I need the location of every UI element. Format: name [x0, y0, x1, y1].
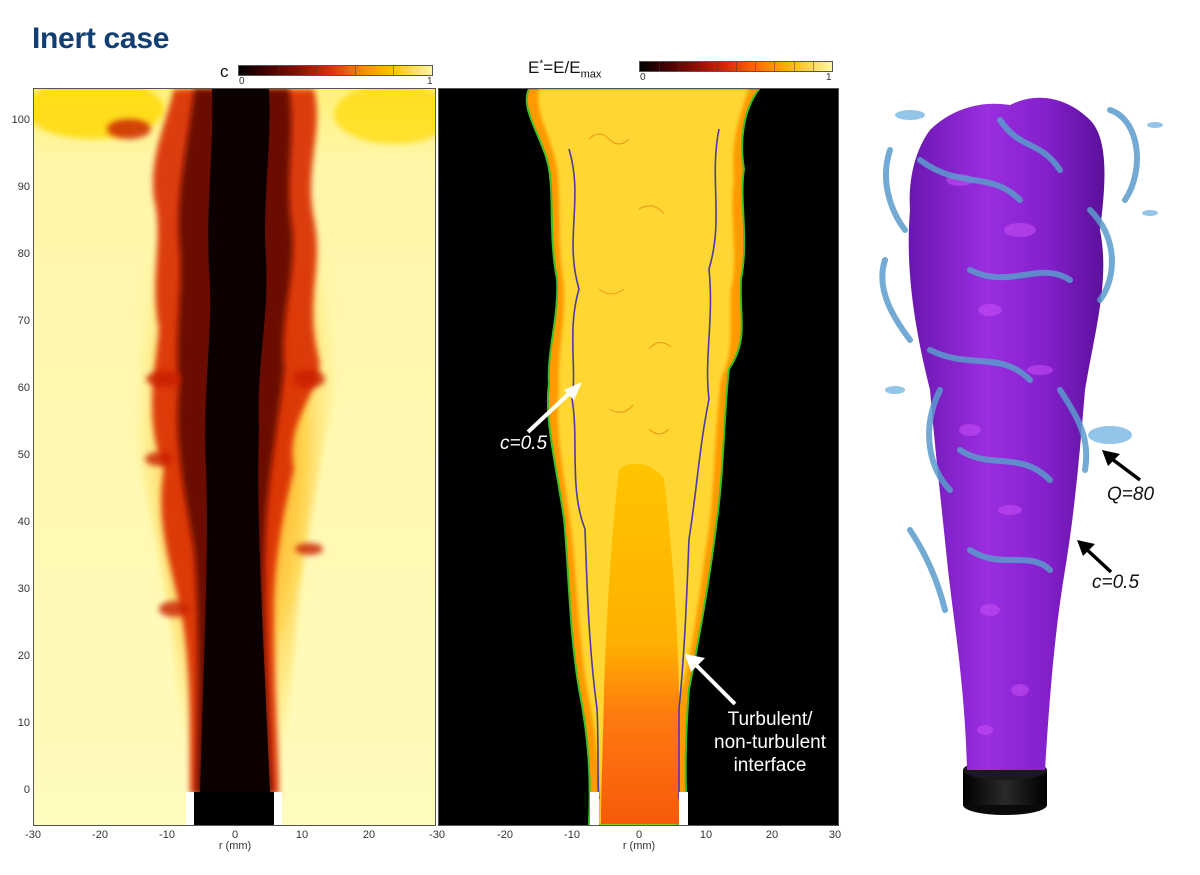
arrow-tnti: [685, 654, 737, 706]
ytick-label: 90: [17, 181, 30, 193]
ytick-label: 30: [17, 583, 30, 595]
xtick-label: 0: [231, 829, 239, 841]
ytick-label: 20: [17, 650, 30, 662]
colorbar-label-energy: E*=E/Emax: [528, 58, 602, 81]
xtick-label: -30: [25, 829, 41, 841]
colorbar-energy-max: 1: [826, 72, 832, 83]
xtick-label: 10: [699, 829, 713, 841]
arrow-q-iso: [1102, 450, 1142, 482]
x-axis-label-middle: r (mm): [622, 840, 656, 852]
xtick-label: 20: [362, 829, 376, 841]
annotation-q-iso: Q=80: [1107, 484, 1155, 505]
page-title: Inert case: [32, 22, 170, 55]
c-field-panel: [33, 88, 436, 826]
ytick-label: 50: [17, 449, 30, 461]
arrow-c-iso-3d: [1077, 540, 1113, 574]
xtick-label: -10: [564, 829, 580, 841]
colorbar-c-max: 1: [427, 76, 433, 87]
ytick-label: 60: [17, 382, 30, 394]
colorbar-energy: [639, 61, 833, 72]
xtick-label: -20: [497, 829, 513, 841]
ytick-label: 80: [17, 248, 30, 260]
xtick-label: 30: [828, 829, 842, 841]
arrow-c-iso-middle: [526, 382, 582, 434]
colorbar-energy-min: 0: [640, 72, 646, 83]
x-axis-label-left: r (mm): [218, 840, 252, 852]
c-field-image: [34, 89, 435, 825]
annotation-c-iso-3d: c=0.5: [1092, 572, 1140, 593]
energy-field-image: [525, 89, 761, 825]
isosurface-3d-render: [879, 97, 1163, 815]
annotation-tnti: Turbulent/ non-turbulent interface: [714, 709, 826, 776]
xtick-label: -10: [159, 829, 175, 841]
xtick-label: 10: [295, 829, 309, 841]
xtick-label: 0: [635, 829, 643, 841]
xtick-label: -20: [92, 829, 108, 841]
energy-field-panel: [438, 88, 839, 826]
ytick-label: 10: [17, 717, 30, 729]
ytick-label: 70: [17, 315, 30, 327]
annotation-c-iso-middle: c=0.5: [500, 433, 548, 454]
ytick-label: 40: [17, 516, 30, 528]
ytick-label: 100: [11, 114, 30, 126]
ytick-label: 0: [23, 784, 30, 796]
xtick-label: 20: [765, 829, 779, 841]
xtick-label: -30: [429, 829, 445, 841]
colorbar-c: [238, 65, 433, 76]
colorbar-label-c: c: [220, 62, 229, 81]
colorbar-c-min: 0: [239, 76, 245, 87]
